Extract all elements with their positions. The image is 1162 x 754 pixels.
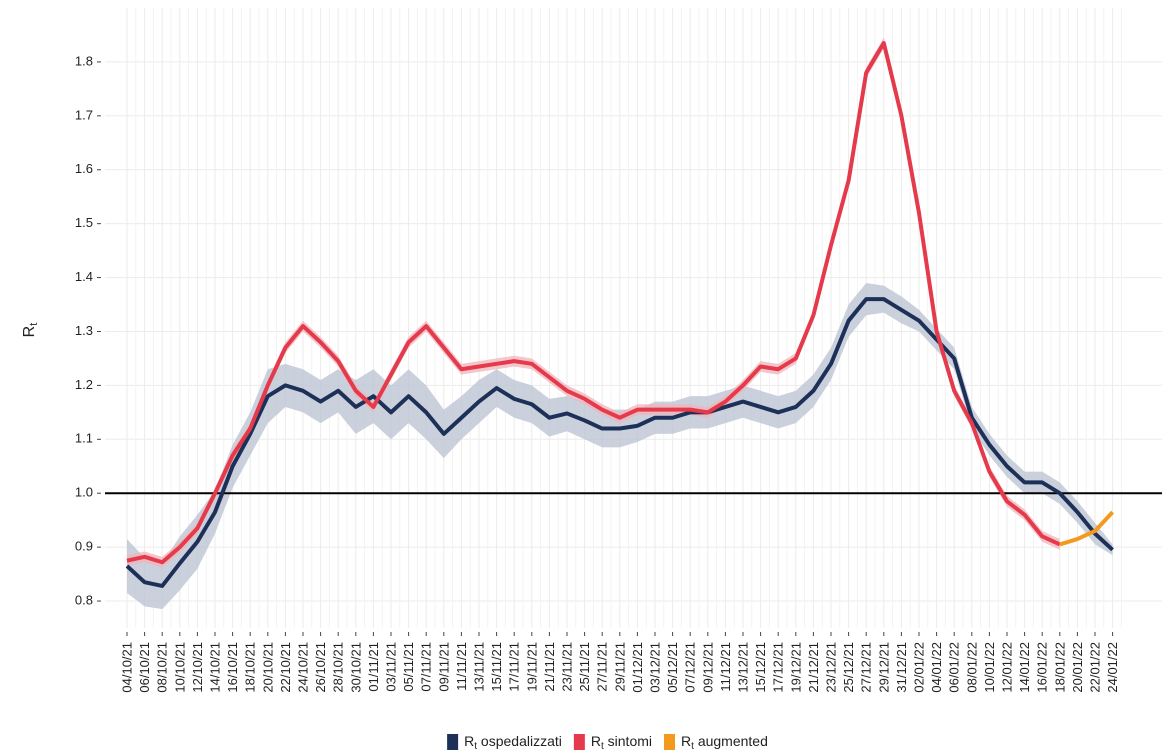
x-tick-label: 25/12/21 [841,642,856,693]
legend-symbol: R [464,733,474,749]
legend-label: Rt ospedalizzati [464,733,562,752]
x-tick-label: 15/12/21 [753,642,768,693]
y-tick-label: 1.5 [75,215,93,230]
y-tick-label: 1.4 [75,269,93,284]
legend-name: sintomi [608,733,652,749]
x-tick-label: 07/11/21 [419,642,434,692]
y-tick-label: 1.6 [75,161,93,176]
x-tick-label: 08/10/21 [155,642,170,693]
x-tick-label: 21/11/21 [542,642,557,692]
y-tick-label: 1.3 [75,323,93,338]
legend: Rt ospedalizzati Rt sintomi Rt augmented [447,733,768,752]
y-label-symbol: R [21,326,38,338]
x-tick-label: 16/10/21 [225,642,240,693]
y-tick-label: 0.8 [75,592,93,607]
legend-swatch [447,734,459,750]
series-line [126,41,1061,565]
x-tick-label: 01/11/21 [366,642,381,692]
y-tick-label: 1.1 [75,431,93,446]
x-tick-label: 04/10/21 [120,642,135,693]
legend-sub: t [474,741,477,752]
x-tick-label: 13/12/21 [736,642,751,693]
legend-label: Rt sintomi [591,733,652,752]
x-tick-label: 01/12/21 [630,642,645,693]
x-tick-label: 23/12/21 [824,642,839,693]
x-tick-label: 20/10/21 [260,642,275,693]
x-tick-label: 18/01/22 [1052,642,1067,693]
x-tick-label: 13/11/21 [472,642,487,692]
legend-symbol: R [681,733,691,749]
x-tick-label: 23/11/21 [560,642,575,692]
legend-name: ospedalizzati [481,733,562,749]
x-tick-label: 18/10/21 [243,642,258,693]
x-tick-label: 09/12/21 [700,642,715,693]
x-tick-label: 27/12/21 [859,642,874,693]
legend-name: augmented [698,733,768,749]
y-tick-label: 0.9 [75,539,93,554]
x-tick-label: 22/10/21 [278,642,293,693]
y-axis-label: Rt [21,323,40,338]
x-tick-label: 10/01/22 [982,642,997,693]
legend-sub: t [691,741,694,752]
x-tick-label: 05/12/21 [665,642,680,693]
x-tick-label: 09/11/21 [436,642,451,692]
x-tick-label: 14/01/22 [1017,642,1032,693]
x-tick-label: 24/10/21 [296,642,311,693]
x-tick-label: 27/11/21 [595,642,610,692]
x-tick-label: 17/11/21 [507,642,522,692]
x-tick-label: 19/12/21 [788,642,803,693]
y-tick-label: 1.8 [75,53,93,68]
confidence-band [127,282,1113,610]
x-tick-label: 03/11/21 [384,642,399,692]
x-tick-label: 07/12/21 [683,642,698,693]
x-tick-label: 29/11/21 [612,642,627,692]
x-tick-label: 11/12/21 [718,642,733,692]
x-tick-label: 12/01/22 [1000,642,1015,693]
x-tick-label: 11/11/21 [454,642,469,691]
x-tick-label: 22/01/22 [1088,642,1103,693]
x-tick-label: 03/12/21 [648,642,663,693]
series-line [125,297,1114,588]
x-tick-label: 12/10/21 [190,642,205,693]
x-tick-label: 21/12/21 [806,642,821,693]
legend-label: Rt augmented [681,733,768,752]
x-tick-label: 28/10/21 [331,642,346,693]
x-tick-label: 06/10/21 [137,642,152,693]
x-tick-label: 29/12/21 [876,642,891,693]
y-tick-label: 1.2 [75,377,93,392]
x-tick-label: 30/10/21 [348,642,363,693]
x-tick-label: 16/01/22 [1035,642,1050,693]
x-tick-label: 10/10/21 [172,642,187,693]
x-tick-label: 20/01/22 [1070,642,1085,693]
x-tick-label: 14/10/21 [208,642,223,693]
x-tick-label: 17/12/21 [771,642,786,693]
legend-swatch [664,734,676,750]
y-tick-label: 1.0 [75,485,93,500]
x-tick-label: 24/01/22 [1105,642,1120,693]
legend-sub: t [601,741,604,752]
legend-symbol: R [591,733,601,749]
x-tick-label: 02/01/22 [912,642,927,693]
x-tick-label: 04/01/22 [929,642,944,693]
x-tick-label: 31/12/21 [894,642,909,693]
legend-swatch [573,734,585,750]
x-tick-label: 06/01/22 [947,642,962,693]
x-tick-label: 19/11/21 [524,642,539,692]
x-tick-label: 25/11/21 [577,642,592,692]
x-tick-label: 05/11/21 [401,642,416,692]
y-tick-label: 1.7 [75,107,93,122]
x-tick-label: 26/10/21 [313,642,328,693]
y-label-sub: t [28,323,40,326]
series-line [1059,510,1115,547]
x-tick-label: 08/01/22 [964,642,979,693]
x-tick-label: 15/11/21 [489,642,504,692]
